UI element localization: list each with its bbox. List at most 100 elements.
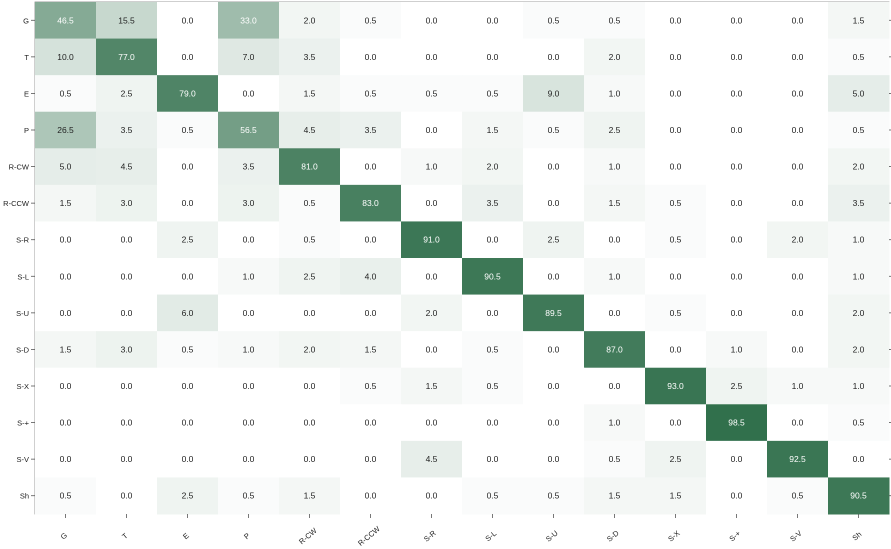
cell-value-label: 1.0 [853, 381, 865, 391]
cell-value-label: 0.0 [182, 271, 194, 281]
heatmap-cell [828, 184, 890, 222]
heatmap-cell [523, 294, 585, 332]
heatmap-cell [218, 148, 280, 186]
heatmap-cell [218, 258, 280, 296]
heatmap-cell [96, 75, 158, 113]
heatmap-cell [157, 221, 219, 259]
cell-value-label: 0.0 [304, 418, 316, 428]
heatmap-cell [96, 221, 158, 259]
cell-value-label: 3.0 [121, 198, 133, 208]
heatmap-cell [645, 111, 707, 149]
cell-value-label: 90.5 [484, 271, 501, 281]
heatmap-cell [96, 184, 158, 222]
cell-value-label: 1.5 [609, 198, 621, 208]
cell-value-label: 81.0 [301, 162, 318, 172]
heatmap-cell [35, 294, 97, 332]
cell-value-label: 5.0 [60, 162, 72, 172]
cell-value-label: 2.0 [487, 162, 499, 172]
cell-value-label: 1.5 [60, 344, 72, 354]
cell-value-label: 1.0 [853, 271, 865, 281]
heatmap-cell [401, 331, 463, 369]
cell-value-label: 92.5 [789, 454, 806, 464]
cell-value-label: 0.0 [731, 88, 743, 98]
heatmap-cell [35, 440, 97, 478]
heatmap-cell [401, 148, 463, 186]
cell-value-label: 7.0 [243, 52, 255, 62]
x-tick-label: T [120, 531, 130, 541]
cell-value-label: 0.0 [548, 162, 560, 172]
cell-value-label: 0.0 [243, 454, 255, 464]
heatmap-cell [523, 477, 585, 515]
cell-value-label: 0.0 [182, 418, 194, 428]
cell-value-label: 0.5 [182, 344, 194, 354]
cell-value-label: 0.0 [548, 418, 560, 428]
heatmap-cell [279, 294, 341, 332]
heatmap-cell [584, 148, 646, 186]
heatmap-cell [828, 477, 890, 515]
cell-value-label: 0.5 [487, 344, 499, 354]
heatmap-cell [279, 2, 341, 40]
cell-value-label: 0.0 [121, 418, 133, 428]
cell-value-label: 0.0 [365, 491, 377, 501]
cell-value-label: 0.0 [426, 15, 438, 25]
heatmap-cell [340, 38, 402, 76]
cell-value-label: 0.0 [548, 271, 560, 281]
heatmap-cell [645, 367, 707, 405]
heatmap-cell [96, 38, 158, 76]
cell-value-label: 0.0 [121, 454, 133, 464]
cell-value-label: 0.0 [182, 198, 194, 208]
heatmap-cell [828, 75, 890, 113]
heatmap-cell [645, 258, 707, 296]
cell-value-label: 0.0 [548, 381, 560, 391]
heatmap-cell [96, 294, 158, 332]
heatmap-cell [157, 2, 219, 40]
y-tick-label: S-L [17, 272, 29, 281]
heatmap-cell [828, 148, 890, 186]
cell-value-label: 0.5 [548, 15, 560, 25]
cell-value-label: 1.0 [609, 162, 621, 172]
cell-value-label: 0.5 [853, 418, 865, 428]
heatmap-cell [157, 440, 219, 478]
heatmap-cell [645, 294, 707, 332]
heatmap-cell [523, 2, 585, 40]
heatmap-cell [706, 331, 768, 369]
cell-value-label: 0.0 [487, 454, 499, 464]
x-tick-label: S-X [666, 529, 681, 544]
heatmap-cell [96, 148, 158, 186]
heatmap-cell [35, 184, 97, 222]
cell-value-label: 0.0 [487, 418, 499, 428]
cell-value-label: 3.5 [487, 198, 499, 208]
cell-value-label: 0.0 [792, 88, 804, 98]
heatmap-cell [218, 75, 280, 113]
heatmap-cell [401, 111, 463, 149]
heatmap-cell [645, 75, 707, 113]
heatmap-cell [706, 294, 768, 332]
cell-value-label: 6.0 [182, 308, 194, 318]
heatmap-cell [35, 258, 97, 296]
heatmap-cell [340, 258, 402, 296]
cell-value-label: 0.5 [487, 491, 499, 501]
heatmap-cell [401, 477, 463, 515]
y-tick-label: E [24, 89, 29, 98]
y-tick-label: S-+ [17, 419, 30, 428]
heatmap-cell [584, 221, 646, 259]
heatmap-cell [523, 111, 585, 149]
heatmap-cell [706, 75, 768, 113]
cell-value-label: 0.5 [365, 15, 377, 25]
heatmap-cell [35, 404, 97, 442]
heatmap-cell [462, 367, 524, 405]
cell-value-label: 46.5 [57, 15, 74, 25]
cell-value-label: 0.0 [670, 125, 682, 135]
heatmap-cell [462, 258, 524, 296]
heatmap-cell [96, 111, 158, 149]
cell-value-label: 0.0 [426, 491, 438, 501]
x-tick-label: R-CW [297, 525, 319, 546]
cell-value-label: 0.0 [60, 271, 72, 281]
heatmap-cell [157, 404, 219, 442]
heatmap-cell [279, 404, 341, 442]
heatmap-cell [157, 258, 219, 296]
cell-value-label: 0.0 [731, 198, 743, 208]
cell-value-label: 0.0 [60, 418, 72, 428]
cell-value-label: 0.0 [426, 418, 438, 428]
heatmap-cell [767, 221, 829, 259]
